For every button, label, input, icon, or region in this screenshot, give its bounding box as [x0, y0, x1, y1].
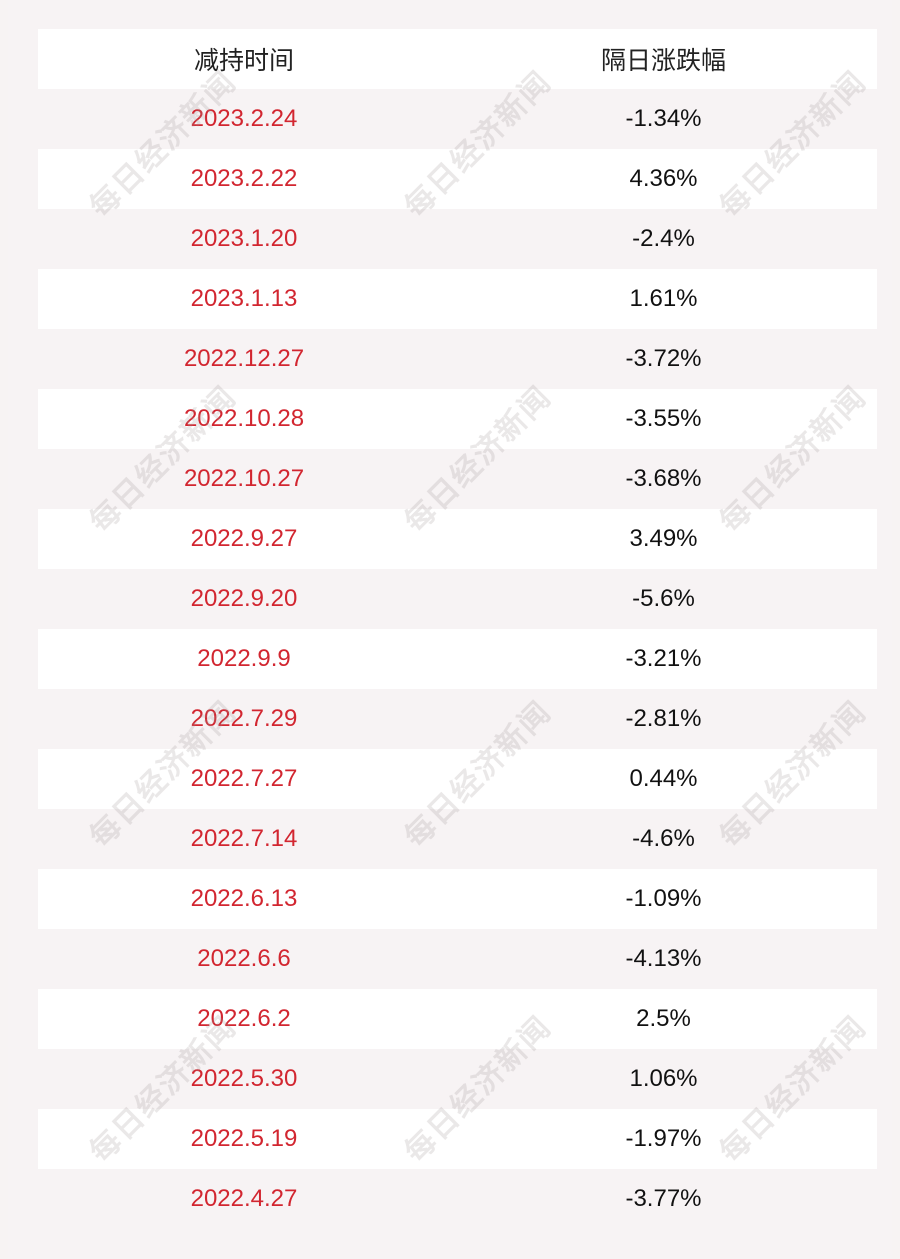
reduction-date: 2022.10.28: [183, 405, 305, 432]
table-row: 2023.1.20 -2.4%: [38, 209, 877, 269]
next-day-change: 2.5%: [636, 1005, 691, 1032]
table-row: 2022.9.27 3.49%: [38, 509, 877, 569]
next-day-change: -1.34%: [625, 105, 702, 132]
next-day-change: -4.13%: [625, 945, 702, 972]
reduction-date: 2022.9.20: [190, 585, 298, 612]
reduction-date: 2022.7.29: [190, 705, 298, 732]
table-row: 2022.7.29 -2.81%: [38, 689, 877, 749]
next-day-change: -5.6%: [632, 585, 695, 612]
next-day-change: 3.49%: [629, 525, 698, 552]
reduction-date: 2022.6.2: [197, 1005, 291, 1032]
table-row: 2022.5.30 1.06%: [38, 1049, 877, 1109]
next-day-change: -1.09%: [625, 885, 702, 912]
next-day-change: -2.4%: [632, 225, 695, 252]
next-day-change: -3.21%: [625, 645, 702, 672]
reduction-date: 2022.7.27: [190, 765, 298, 792]
table-row: 2022.7.27 0.44%: [38, 749, 877, 809]
table-row: 2022.9.9 -3.21%: [38, 629, 877, 689]
reduction-date: 2022.5.19: [190, 1125, 298, 1152]
table-row: 2022.6.6 -4.13%: [38, 929, 877, 989]
table-row: 2022.7.14 -4.6%: [38, 809, 877, 869]
table-row: 2023.2.22 4.36%: [38, 149, 877, 209]
table-body: 2023.2.24 -1.34% 2023.2.22 4.36% 2023.1.20 -2…: [38, 89, 877, 1229]
reduction-date: 2022.9.9: [197, 645, 291, 672]
table-row: 2022.6.2 2.5%: [38, 989, 877, 1049]
reduction-date: 2022.10.27: [183, 465, 305, 492]
reduction-date: 2023.1.20: [190, 225, 298, 252]
next-day-change: -3.55%: [625, 405, 702, 432]
reduction-date: 2022.6.13: [190, 885, 298, 912]
next-day-change: -3.77%: [625, 1185, 702, 1212]
next-day-change: 0.44%: [629, 765, 698, 792]
table-row: 2022.9.20 -5.6%: [38, 569, 877, 629]
reduction-table: 减持时间 隔日涨跌幅 2023.2.24 -1.34% 2023.2.22 4.36%…: [38, 29, 877, 1229]
reduction-date: 2023.1.13: [190, 285, 298, 312]
next-day-change: -2.81%: [625, 705, 702, 732]
next-day-change: 1.06%: [629, 1065, 698, 1092]
reduction-date: 2022.7.14: [190, 825, 298, 852]
table-row: 2022.6.13 -1.09%: [38, 869, 877, 929]
table-row: 2022.4.27 -3.77%: [38, 1169, 877, 1229]
reduction-date: 2022.4.27: [190, 1185, 298, 1212]
reduction-date: 2023.2.24: [190, 105, 298, 132]
reduction-date: 2022.6.6: [197, 945, 291, 972]
next-day-change: 1.61%: [629, 285, 698, 312]
table-row: 2023.2.24 -1.34%: [38, 89, 877, 149]
table-row: 2022.12.27 -3.72%: [38, 329, 877, 389]
table-row: 2022.5.19 -1.97%: [38, 1109, 877, 1169]
header-date: 减持时间: [193, 47, 294, 75]
next-day-change: -3.68%: [625, 465, 702, 492]
reduction-date: 2022.5.30: [190, 1065, 298, 1092]
table-row: 2022.10.27 -3.68%: [38, 449, 877, 509]
next-day-change: -1.97%: [625, 1125, 702, 1152]
table-header-row: 减持时间 隔日涨跌幅: [38, 29, 877, 89]
next-day-change: -4.6%: [632, 825, 695, 852]
next-day-change: -3.72%: [625, 345, 702, 372]
next-day-change: 4.36%: [629, 165, 698, 192]
reduction-date: 2023.2.22: [190, 165, 298, 192]
table-row: 2022.10.28 -3.55%: [38, 389, 877, 449]
reduction-date: 2022.9.27: [190, 525, 298, 552]
reduction-date: 2022.12.27: [183, 345, 305, 372]
table-row: 2023.1.13 1.61%: [38, 269, 877, 329]
header-change: 隔日涨跌幅: [600, 47, 726, 75]
